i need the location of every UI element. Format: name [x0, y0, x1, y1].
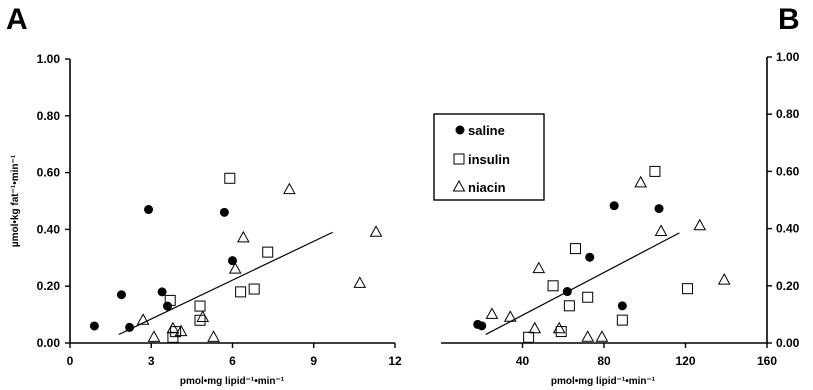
panel-a-saline-point — [116, 290, 126, 300]
panel-b-niacin-point — [528, 321, 542, 334]
panel-b-insulin-point — [582, 291, 594, 303]
panel-b-niacin-point — [654, 224, 668, 236]
legend: saline insulin niacin — [433, 113, 545, 201]
panel-a-saline-point — [228, 256, 237, 266]
panel-b-x-tick-label: 160 — [757, 354, 777, 368]
panel-b-y-tick-label: 0.80 — [776, 107, 800, 121]
panel-b-y-tick-label: 0.40 — [776, 222, 800, 236]
legend-niacin-label: niacin — [468, 180, 506, 195]
panel-b-niacin-point — [717, 273, 731, 285]
panel-b-niacin-point — [634, 175, 648, 188]
panel-a-insulin-point — [194, 300, 206, 312]
panel-a-saline-point — [219, 207, 229, 217]
panel-a-trendline — [118, 231, 333, 336]
panel-b-niacin-point — [693, 218, 707, 231]
panel-b-niacin-point — [485, 307, 499, 319]
panel-a-saline-point — [157, 287, 167, 297]
panel-a-marks — [89, 172, 383, 343]
panel-a-y-tick-label: 0.00 — [37, 336, 61, 350]
panel-a-x-tick-label: 3 — [148, 354, 155, 368]
panel-a-y-axis-title: µmol•kg fat⁻¹•min⁻¹ — [10, 154, 21, 247]
panel-a-niacin-point — [236, 230, 250, 243]
panel-b-y-tick-label: 0.00 — [776, 336, 800, 350]
panel-a-niacin-point — [166, 321, 180, 334]
panel-a-niacin-point — [147, 330, 161, 342]
panel-b-marks — [473, 165, 731, 343]
panel-a-niacin-point — [196, 310, 210, 322]
panel-b-saline-point — [654, 204, 664, 214]
legend-saline-label: saline — [468, 123, 505, 138]
panel-b-niacin-point — [532, 261, 546, 274]
panel-a-x-tick-label: 12 — [388, 354, 402, 368]
panel-a-insulin-point — [170, 326, 182, 338]
panel-b-y-tick-label: 0.60 — [776, 164, 800, 178]
panel-a-x-tick-label: 9 — [310, 354, 317, 368]
panel-a-insulin-point — [164, 294, 176, 306]
panel-a-letter: A — [6, 3, 28, 36]
panel-b-niacin-point — [503, 310, 517, 322]
panel-b-saline-point — [477, 321, 487, 331]
panel-b-insulin-point — [563, 300, 575, 312]
panel-b-saline-point — [617, 301, 627, 311]
panel-a-x-axis-title: pmol•mg lipid⁻¹•min⁻¹ — [180, 376, 285, 387]
panel-b-saline-point — [562, 287, 572, 297]
panel-a-y-tick-label: 0.40 — [37, 222, 61, 236]
legend-box — [433, 113, 545, 201]
panel-a-y-tick-label: 0.20 — [37, 279, 61, 293]
panel-a-niacin-point — [228, 262, 242, 274]
panel-b-insulin-point — [523, 331, 535, 343]
panel-b-saline-point — [585, 252, 595, 262]
panel-a-saline-point — [125, 322, 135, 332]
panel-a-y-tick-label: 0.60 — [37, 166, 61, 180]
panel-a-insulin-point — [262, 246, 274, 258]
panel-b-insulin-point — [547, 280, 559, 292]
panel-a-niacin-point — [283, 182, 296, 195]
panel-a-insulin-point — [194, 314, 206, 326]
panel-b-insulin-point — [569, 243, 581, 255]
legend-niacin-marker — [452, 179, 466, 192]
panel-a-insulin-point — [224, 172, 236, 184]
panel-a-x-tick-label: 0 — [67, 354, 74, 368]
panel-a-saline-point — [144, 205, 154, 215]
panel-b-insulin-point — [649, 165, 661, 177]
panel-b-insulin-point — [616, 314, 628, 326]
panel-b-trendline — [485, 232, 680, 335]
panel-a-insulin-point — [248, 283, 260, 295]
panel-b-niacin-point — [581, 330, 595, 342]
panel-b-x-tick-label: 80 — [597, 354, 611, 368]
panel-b-x-axis-title: pmol•mg lipid⁻¹•min⁻¹ — [551, 376, 656, 387]
panel-b-niacin-point — [595, 330, 609, 342]
panel-b-insulin-point — [682, 283, 694, 295]
panel-a-niacin-point — [353, 276, 367, 288]
panel-a-y-tick-label: 1.00 — [37, 52, 61, 66]
legend-insulin-label: insulin — [468, 152, 510, 167]
panel-b-letter: B — [778, 3, 800, 36]
panel-b-insulin-point — [555, 326, 567, 338]
panel-a-y-tick-label: 0.80 — [37, 109, 61, 123]
panel-a-niacin-point — [369, 225, 383, 237]
panel-b-x-tick-label: 120 — [675, 354, 695, 368]
panel-b-niacin-point — [552, 321, 566, 334]
panel-a-ticks: 0.00 0.20 0.40 0.60 0.80 1.00 0 3 6 9 12 — [37, 52, 402, 368]
panel-a-insulin-point — [235, 286, 247, 298]
panel-a-niacin-point — [207, 330, 220, 342]
panel-a: A 0.00 0.20 0.40 0.60 0.80 1.00 0 3 6 9 12 pmol•mg… — [6, 3, 402, 387]
panel-b-x-tick-label: 40 — [516, 354, 530, 368]
legend-insulin-marker — [453, 153, 465, 165]
panel-a-x-tick-label: 6 — [229, 354, 236, 368]
legend-saline-marker — [455, 125, 465, 135]
panel-b: B 0.00 0.20 0.40 0.60 0.80 1.00 40 80 120 160 pmo… — [441, 3, 800, 387]
panel-b-y-tick-label: 1.00 — [776, 50, 800, 64]
panel-a-niacin-point — [136, 313, 150, 325]
panel-a-saline-point — [163, 301, 172, 311]
panel-b-y-tick-label: 0.20 — [776, 279, 800, 293]
panel-b-saline-point — [609, 201, 619, 211]
panel-b-ticks: 0.00 0.20 0.40 0.60 0.80 1.00 40 80 120 160 — [516, 50, 800, 368]
panel-a-saline-point — [89, 321, 99, 331]
panel-a-niacin-point — [174, 324, 188, 337]
